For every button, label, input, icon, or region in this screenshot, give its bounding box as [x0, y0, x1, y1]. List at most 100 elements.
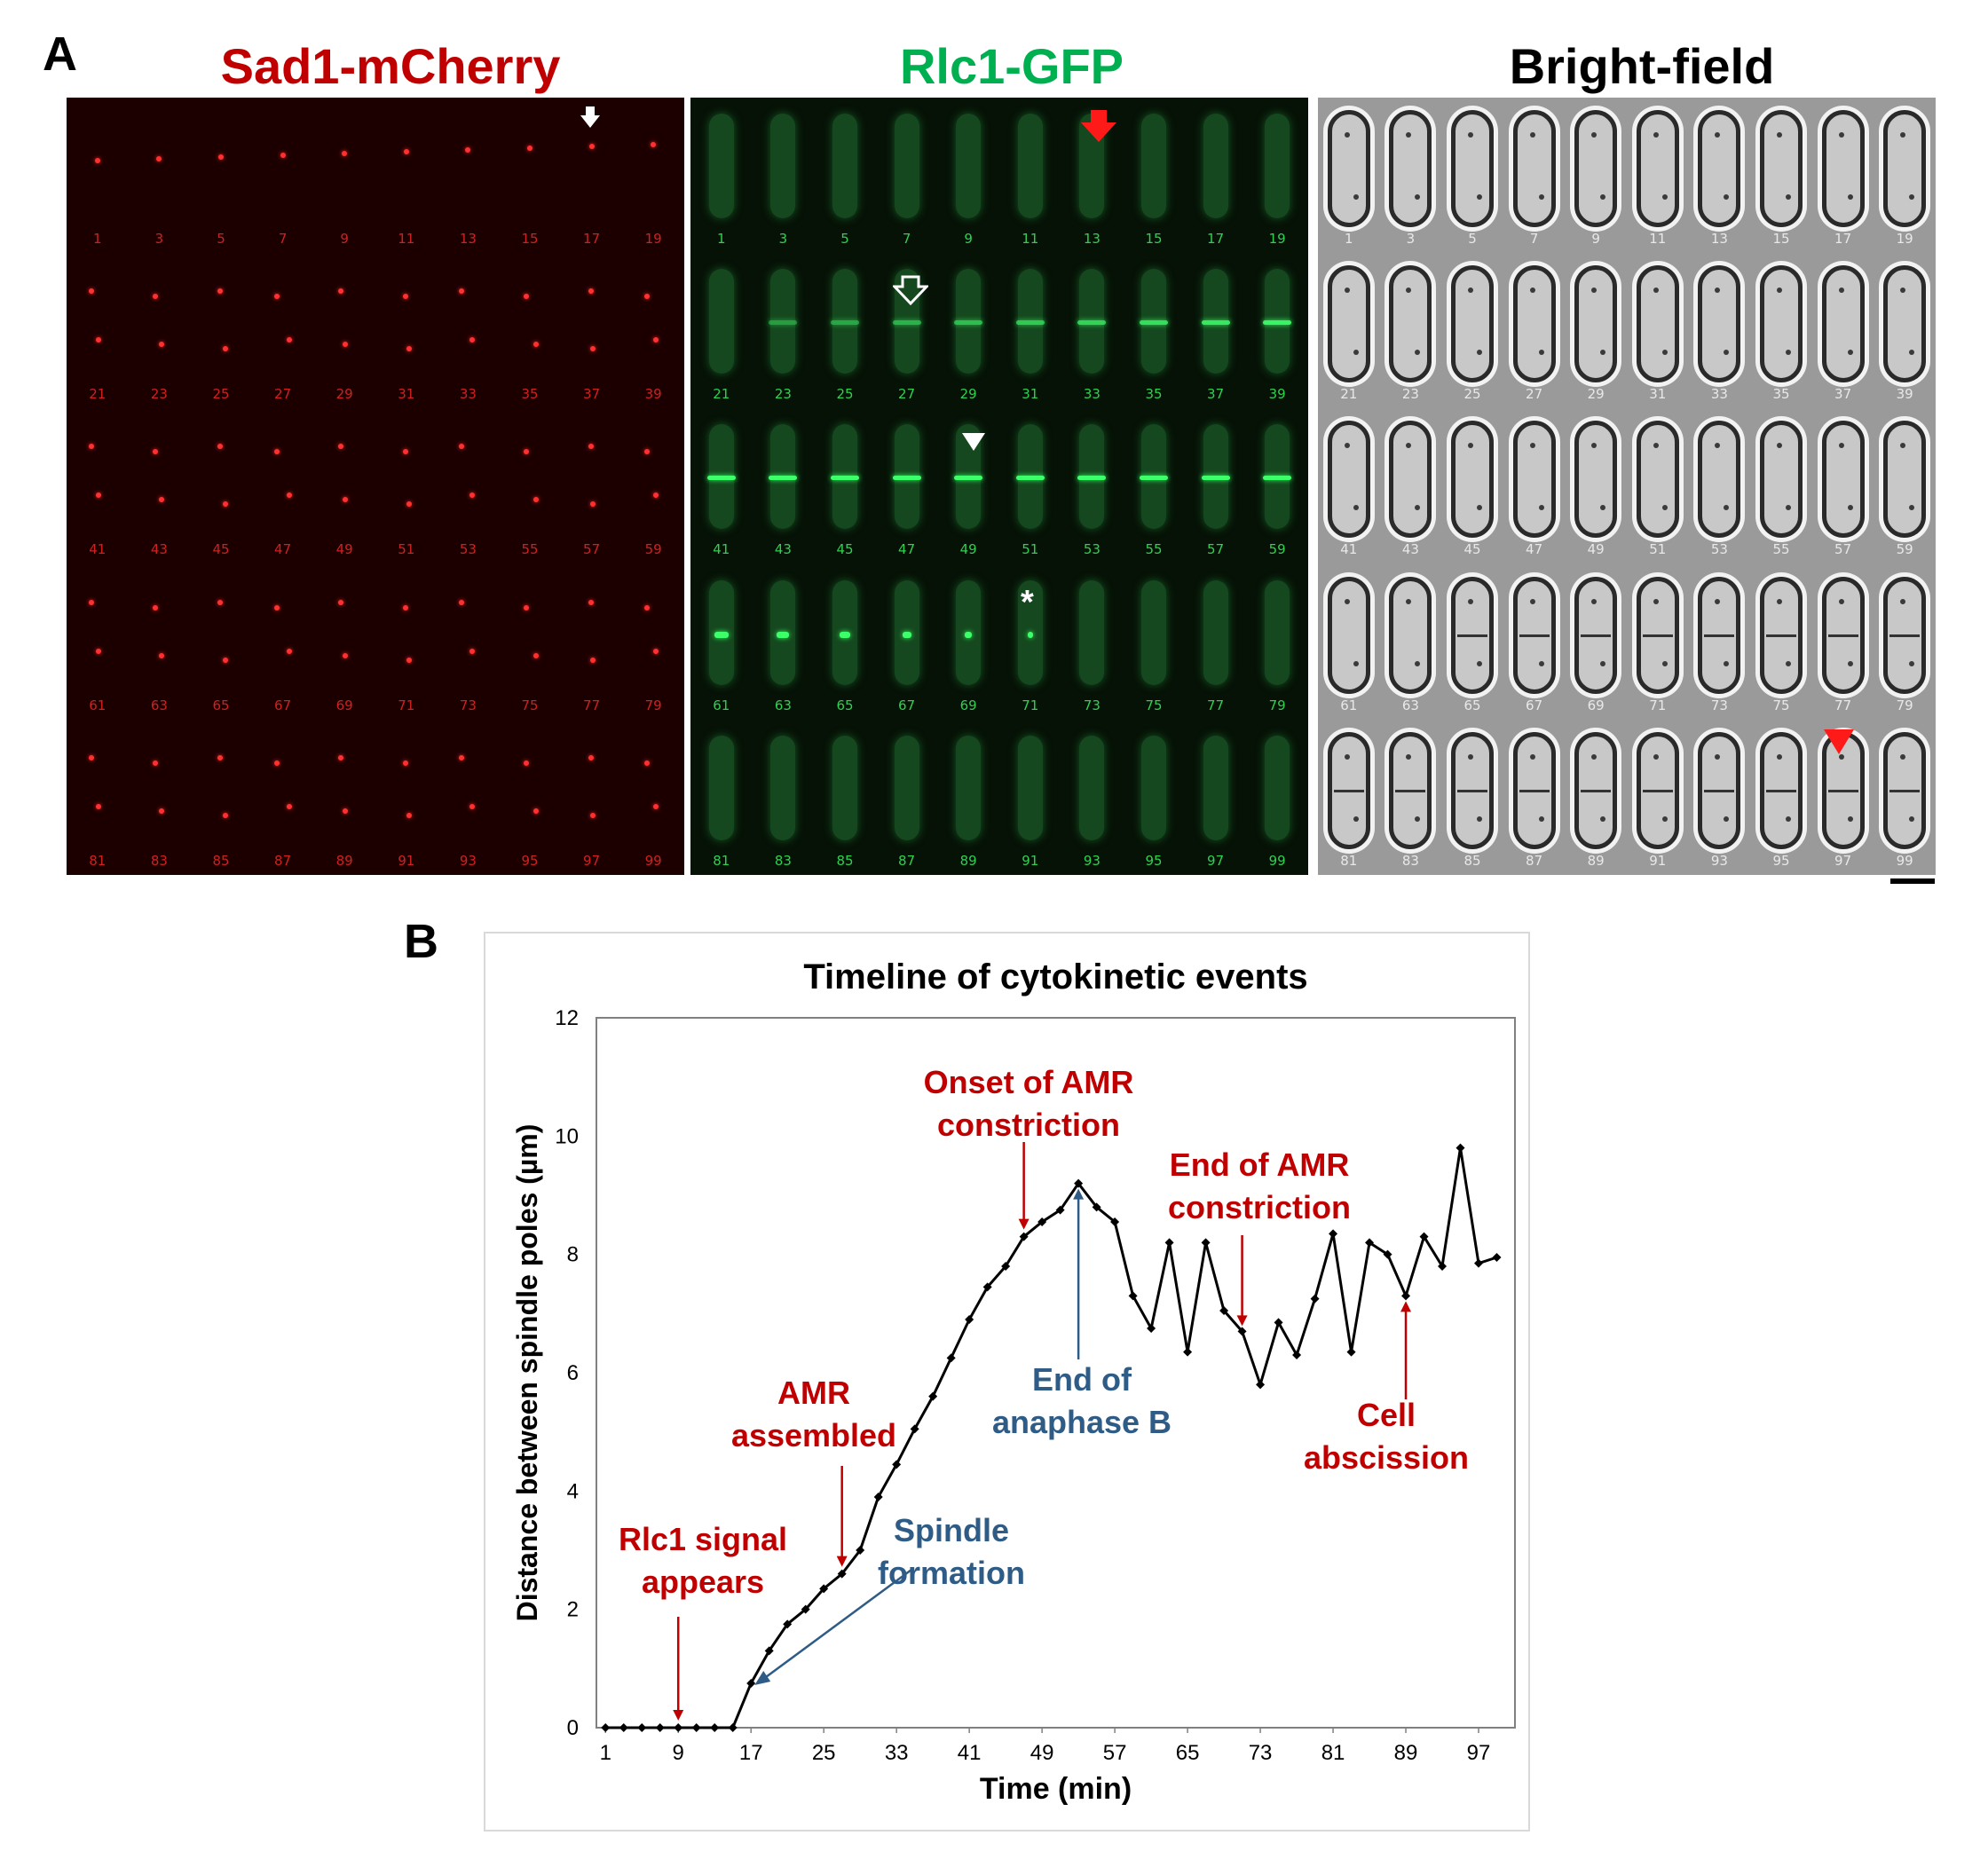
cell-speck: [1538, 194, 1544, 200]
frame-number: 5: [840, 231, 849, 247]
contractile-ring: [831, 476, 859, 481]
spindle-pole-dot: [88, 288, 94, 295]
frame-number: 71: [398, 697, 415, 713]
contractile-ring: [769, 320, 798, 326]
frame-number: 25: [836, 386, 854, 403]
cell-outline: [708, 269, 734, 374]
frame-number: 21: [713, 386, 730, 403]
frame-number: 13: [1083, 231, 1100, 247]
onset-constriction-annotation-line1: Onset of AMR: [924, 1064, 1134, 1100]
x-tick-label: 17: [739, 1741, 763, 1765]
data-point: [601, 1723, 611, 1732]
timeline-chart: Timeline of cytokinetic events 0 2 4 6 8 10 12 1…: [511, 957, 1516, 1806]
cell-speck: [1786, 505, 1791, 511]
frame-number: 61: [713, 697, 730, 713]
data-point: [837, 1569, 847, 1579]
cell-outline: [1883, 110, 1927, 227]
end-constriction-arrow-head: [1236, 1315, 1248, 1327]
frame-number: 53: [1083, 541, 1100, 558]
frame-number: 3: [1406, 231, 1416, 247]
cell-speck: [1468, 443, 1473, 449]
end-constriction-annotation-line2: constriction: [1168, 1189, 1351, 1225]
spindle-formation-arrow-shaft: [759, 1568, 912, 1683]
contractile-ring: [1077, 476, 1107, 481]
frame-number: 77: [1834, 697, 1852, 713]
frame-number: 41: [1340, 541, 1358, 558]
cell-speck: [1715, 598, 1721, 604]
septum-line: [1581, 634, 1612, 637]
cell-outline: [1883, 265, 1927, 383]
x-tick-label: 9: [673, 1741, 684, 1765]
spindle-pole-dot: [402, 294, 408, 300]
data-point: [1474, 1258, 1484, 1268]
spindle-pole-dot: [406, 501, 412, 508]
cell-outline: [1821, 110, 1865, 227]
red-arrowhead-icon: [1824, 729, 1854, 754]
frame-number: 69: [959, 697, 977, 713]
cell-outline: [1698, 731, 1741, 849]
cell-speck: [1847, 194, 1853, 200]
data-point: [1001, 1262, 1011, 1271]
spindle-pole-dot: [223, 501, 228, 508]
spindle-pole-dot: [95, 803, 101, 809]
spindle-pole-dot: [459, 288, 465, 295]
frame-number: 3: [778, 231, 788, 247]
cell-speck: [1838, 288, 1844, 294]
data-point: [982, 1282, 992, 1292]
bright-field-title: Bright-field: [1509, 38, 1775, 94]
cell-speck: [1477, 505, 1482, 511]
frame-number: 95: [1145, 852, 1163, 869]
cell-outline: [1327, 731, 1370, 849]
frame-number: 55: [521, 541, 539, 558]
cell-outline: [1141, 735, 1166, 840]
frame-number: 91: [1022, 852, 1039, 869]
cell-speck: [1353, 815, 1359, 822]
cell-speck: [1415, 505, 1421, 511]
frame-number: 47: [1526, 541, 1543, 558]
spindle-pole-dot: [589, 812, 596, 818]
frame-number: 11: [398, 231, 415, 247]
data-point: [856, 1546, 865, 1555]
data-point: [1492, 1253, 1502, 1262]
frame-number: 9: [340, 231, 349, 247]
frame-number: 39: [1896, 386, 1913, 403]
frame-number: 43: [1401, 541, 1419, 558]
frame-number: 93: [1710, 852, 1728, 869]
spindle-pole-dot: [338, 599, 344, 605]
contractile-ring: [831, 320, 859, 326]
cell-speck: [1468, 132, 1473, 138]
frame-number: 5: [217, 231, 225, 247]
contractile-ring: [840, 631, 850, 638]
frame-number: 29: [1587, 386, 1605, 403]
septum-line: [1581, 789, 1612, 792]
data-point: [892, 1460, 902, 1469]
rlc1-signal-annotation-line2: appears: [642, 1564, 764, 1600]
data-point: [1383, 1249, 1392, 1259]
spindle-pole-dot: [527, 146, 532, 151]
frame-number: 23: [774, 386, 792, 403]
septum-line: [1704, 634, 1735, 637]
cell-speck: [1529, 753, 1535, 760]
frame-number: 89: [1587, 852, 1605, 869]
frame-number: 63: [150, 697, 168, 713]
cell-speck: [1900, 598, 1906, 604]
spindle-pole-dot: [286, 337, 292, 343]
spindle-pole-dot: [342, 151, 348, 156]
frame-number: 73: [1083, 697, 1100, 713]
frame-number: 69: [335, 697, 353, 713]
cell-speck: [1838, 753, 1844, 760]
data-point: [1256, 1380, 1266, 1390]
frame-number: 31: [1022, 386, 1039, 403]
x-axis-label: Time (min): [980, 1772, 1132, 1806]
cell-speck: [1847, 350, 1853, 356]
cell-outline: [1698, 110, 1741, 227]
cell-outline: [1636, 265, 1679, 383]
cell-outline: [894, 735, 919, 840]
cell-speck: [1653, 598, 1659, 604]
frame-number: 77: [1207, 697, 1225, 713]
cell-speck: [1661, 660, 1668, 666]
frame-number: 95: [521, 852, 539, 869]
cell-speck: [1591, 132, 1598, 138]
spindle-pole-dot: [588, 599, 594, 605]
end-constriction-annotation-line1: End of AMR: [1170, 1146, 1350, 1183]
